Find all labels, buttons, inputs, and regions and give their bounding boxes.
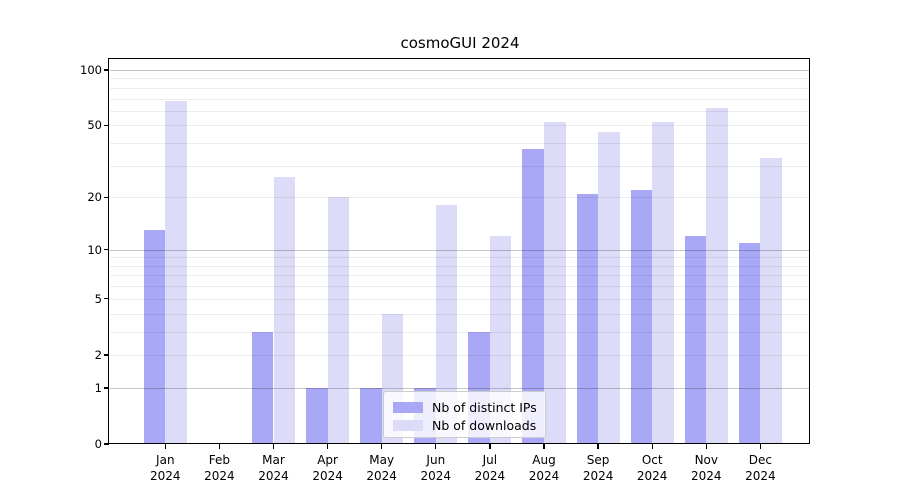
bar-ips-dec (738, 242, 761, 444)
gridline-major (110, 249, 810, 251)
gridline-minor (110, 275, 810, 277)
bar-ips-jan (143, 230, 166, 444)
x-tick-label-aug: Aug 2024 (528, 453, 560, 483)
x-tick-mark (218, 444, 221, 449)
legend-item-downloads: Nb of downloads (393, 416, 537, 434)
y-tick-mark (104, 124, 109, 127)
bar-downloads-nov (706, 108, 728, 444)
y-tick-mark (104, 354, 109, 356)
bar-ips-mar (251, 331, 274, 444)
x-tick-label-dec: Dec 2024 (745, 453, 776, 483)
bar-ips-apr (306, 387, 328, 444)
gridline-minor (110, 143, 810, 145)
y-tick-label: 2 (94, 347, 102, 362)
x-tick-mark (164, 444, 166, 449)
y-tick-label: 100 (80, 63, 102, 77)
bar-downloads-apr (327, 197, 350, 444)
bar-downloads-oct (652, 122, 674, 444)
y-tick-label: 5 (94, 291, 102, 306)
x-tick-label-jun: Jun 2024 (420, 453, 452, 483)
gridline-minor (110, 98, 810, 100)
bar-downloads-mar (273, 176, 296, 444)
x-tick-label-feb: Feb 2024 (204, 453, 235, 483)
x-tick-label-mar: Mar 2024 (258, 453, 289, 483)
gridline-minor (110, 286, 810, 288)
x-tick-mark (705, 444, 707, 449)
y-tick-mark (104, 387, 109, 389)
x-tick-mark (543, 444, 545, 449)
y-tick-mark (104, 196, 109, 198)
y-tick-mark (104, 443, 109, 445)
x-tick-mark (435, 444, 437, 449)
y-tick-mark (104, 248, 109, 251)
bar-downloads-jun (435, 205, 458, 444)
x-tick-mark (381, 444, 383, 449)
gridline-minor (110, 165, 810, 167)
x-tick-label-oct: Oct 2024 (636, 453, 668, 483)
bar-downloads-aug (544, 122, 566, 444)
y-tick-label: 20 (87, 190, 102, 205)
y-tick-label: 50 (87, 118, 102, 133)
bar-downloads-jan (165, 100, 187, 444)
bar-downloads-sep (598, 132, 620, 444)
x-tick-label-jan: Jan 2024 (150, 453, 181, 483)
gridline-minor (110, 125, 810, 127)
legend: Nb of distinct IPs Nb of downloads (383, 391, 546, 438)
x-tick-mark (272, 444, 275, 449)
gridline-minor (110, 298, 810, 300)
plot-area (108, 58, 811, 445)
x-tick-label-nov: Nov 2024 (691, 453, 722, 483)
y-tick-label: 10 (87, 242, 102, 257)
x-tick-mark (489, 444, 491, 449)
gridline-minor (110, 87, 810, 89)
gridline-minor (110, 78, 810, 80)
gridline-minor (110, 110, 810, 112)
legend-item-distinct-ips: Nb of distinct IPs (393, 398, 537, 416)
gridline-minor (110, 354, 810, 356)
y-tick-label: 1 (94, 380, 102, 395)
legend-label: Nb of distinct IPs (432, 399, 537, 415)
x-tick-mark (326, 444, 329, 449)
gridline-minor (110, 197, 810, 199)
y-tick-label: 0 (94, 437, 102, 451)
gridline-minor (110, 265, 810, 267)
x-tick-label-sep: Sep 2024 (582, 453, 614, 483)
bar-ips-oct (630, 189, 653, 444)
x-tick-label-apr: Apr 2024 (312, 453, 343, 483)
chart-title: cosmoGUI 2024 (400, 34, 520, 52)
gridline-major (110, 70, 810, 71)
bar-ips-sep (576, 193, 599, 444)
gridline-minor (110, 331, 810, 333)
bar-ips-aug (522, 149, 544, 444)
legend-swatch-distinct-ips (393, 401, 423, 413)
x-tick-label-may: May 2024 (366, 453, 397, 483)
gridline-minor (110, 313, 810, 315)
bar-downloads-dec (760, 158, 782, 444)
legend-swatch-downloads (393, 419, 423, 431)
bar-ips-may (360, 387, 382, 444)
x-tick-mark (597, 444, 599, 449)
y-tick-mark (104, 69, 109, 71)
x-tick-mark (759, 444, 762, 449)
x-tick-mark (651, 444, 653, 449)
x-tick-label-jul: Jul 2024 (474, 453, 506, 483)
bar-ips-nov (684, 236, 707, 444)
gridline-major (110, 387, 810, 389)
gridline-minor (110, 257, 810, 259)
y-tick-mark (104, 298, 109, 300)
legend-label: Nb of downloads (432, 417, 537, 433)
